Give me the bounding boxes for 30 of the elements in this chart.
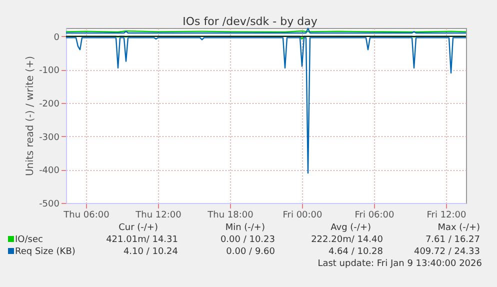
text: 409.72 / 24.33 (414, 247, 480, 257)
legend-label: Req Size (KB) (15, 247, 76, 257)
x-tick-label: Fri 06:00 (354, 210, 395, 220)
text: 222.20m/ 14.40 (311, 235, 384, 245)
legend-label: IO/sec (15, 235, 43, 245)
text: Avg (-/+) (330, 223, 371, 233)
text: Min (-/+) (225, 223, 265, 233)
text: 7.61 / 16.27 (425, 235, 480, 245)
x-tick-label: Thu 12:00 (134, 210, 182, 220)
y-tick-label: 0 (54, 32, 60, 43)
x-tick-label: Thu 06:00 (62, 210, 110, 220)
text: Last update: Fri Jan 9 13:40:00 2026 (318, 259, 482, 269)
text: 0.00 / 10.23 (220, 235, 275, 245)
text: Cur (-/+) (118, 223, 158, 233)
chart-title: IOs for /dev/sdk - by day (182, 15, 318, 28)
y-tick-label: -400 (39, 166, 60, 176)
y-tick-label: -100 (39, 66, 60, 76)
line-series (65, 37, 467, 174)
y-tick-label: -500 (39, 200, 60, 210)
y-tick-label: -300 (39, 132, 60, 143)
text: 0.00 / 9.60 (226, 247, 276, 257)
x-tick-label: Thu 18:00 (206, 210, 254, 220)
text: 4.10 / 10.24 (123, 247, 178, 257)
text: 421.01m/ 14.31 (106, 235, 178, 245)
text: 4.64 / 10.28 (328, 247, 384, 257)
x-tick-label: Fri 00:00 (282, 210, 323, 220)
y-tick-label: -200 (39, 100, 60, 110)
x-tick-label: Fri 12:00 (426, 210, 467, 220)
text: Max (-/+) (438, 223, 480, 233)
y-axis-title: Units read (-) / write (+) (25, 56, 36, 176)
